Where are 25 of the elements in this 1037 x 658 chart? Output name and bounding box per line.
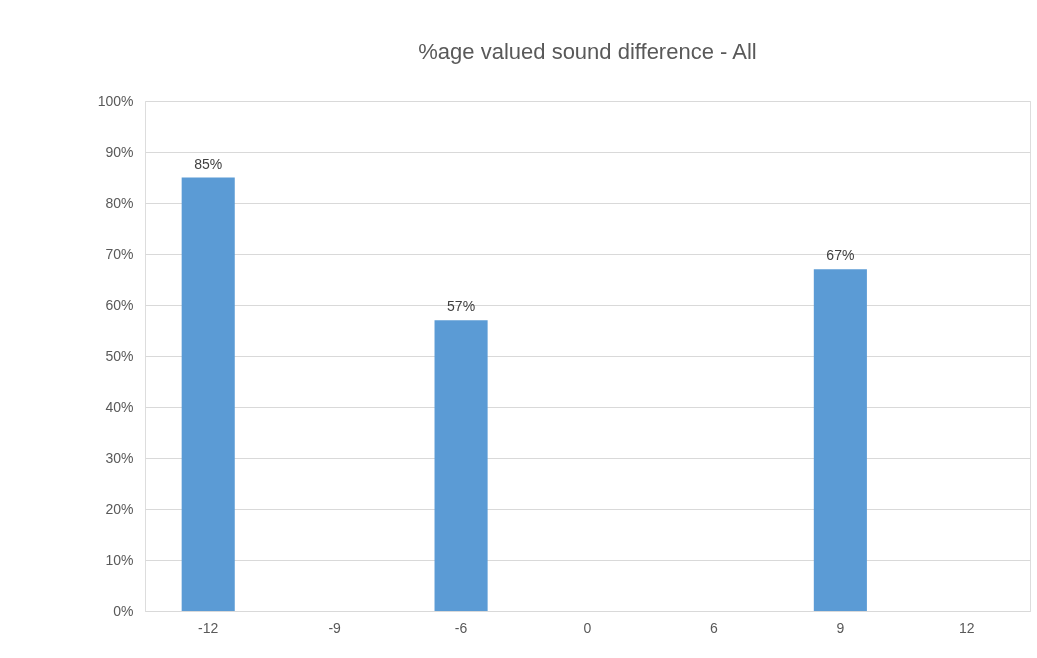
- x-tick-label: -9: [328, 619, 342, 636]
- data-label: 57%: [447, 298, 476, 315]
- y-tick-label: 20%: [105, 500, 134, 517]
- y-tick-label: 100%: [97, 92, 134, 109]
- y-tick-label: 30%: [105, 449, 134, 466]
- data-label: 67%: [826, 247, 855, 264]
- x-tick-label: 0: [583, 619, 592, 636]
- y-tick-label: 40%: [105, 398, 134, 415]
- bar: [181, 177, 235, 611]
- x-tick-label: -12: [198, 619, 219, 636]
- y-tick-label: 50%: [105, 347, 134, 364]
- y-tick-label: 10%: [105, 551, 134, 568]
- x-tick-label: 9: [836, 619, 845, 636]
- chart-title: %age valued sound difference - All: [418, 39, 757, 64]
- y-tick-label: 0%: [113, 602, 134, 619]
- x-tick-label: -6: [454, 619, 468, 636]
- y-tick-label: 80%: [105, 194, 134, 211]
- y-tick-label: 90%: [105, 143, 134, 160]
- y-tick-label: 70%: [105, 245, 134, 262]
- x-tick-label: 6: [710, 619, 719, 636]
- data-label: 85%: [194, 155, 223, 172]
- x-tick-label: 12: [959, 619, 975, 636]
- y-tick-label: 60%: [105, 296, 134, 313]
- bar: [813, 269, 867, 611]
- bar: [434, 320, 488, 611]
